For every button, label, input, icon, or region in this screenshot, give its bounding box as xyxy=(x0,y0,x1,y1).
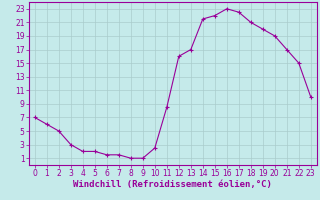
X-axis label: Windchill (Refroidissement éolien,°C): Windchill (Refroidissement éolien,°C) xyxy=(73,180,272,189)
